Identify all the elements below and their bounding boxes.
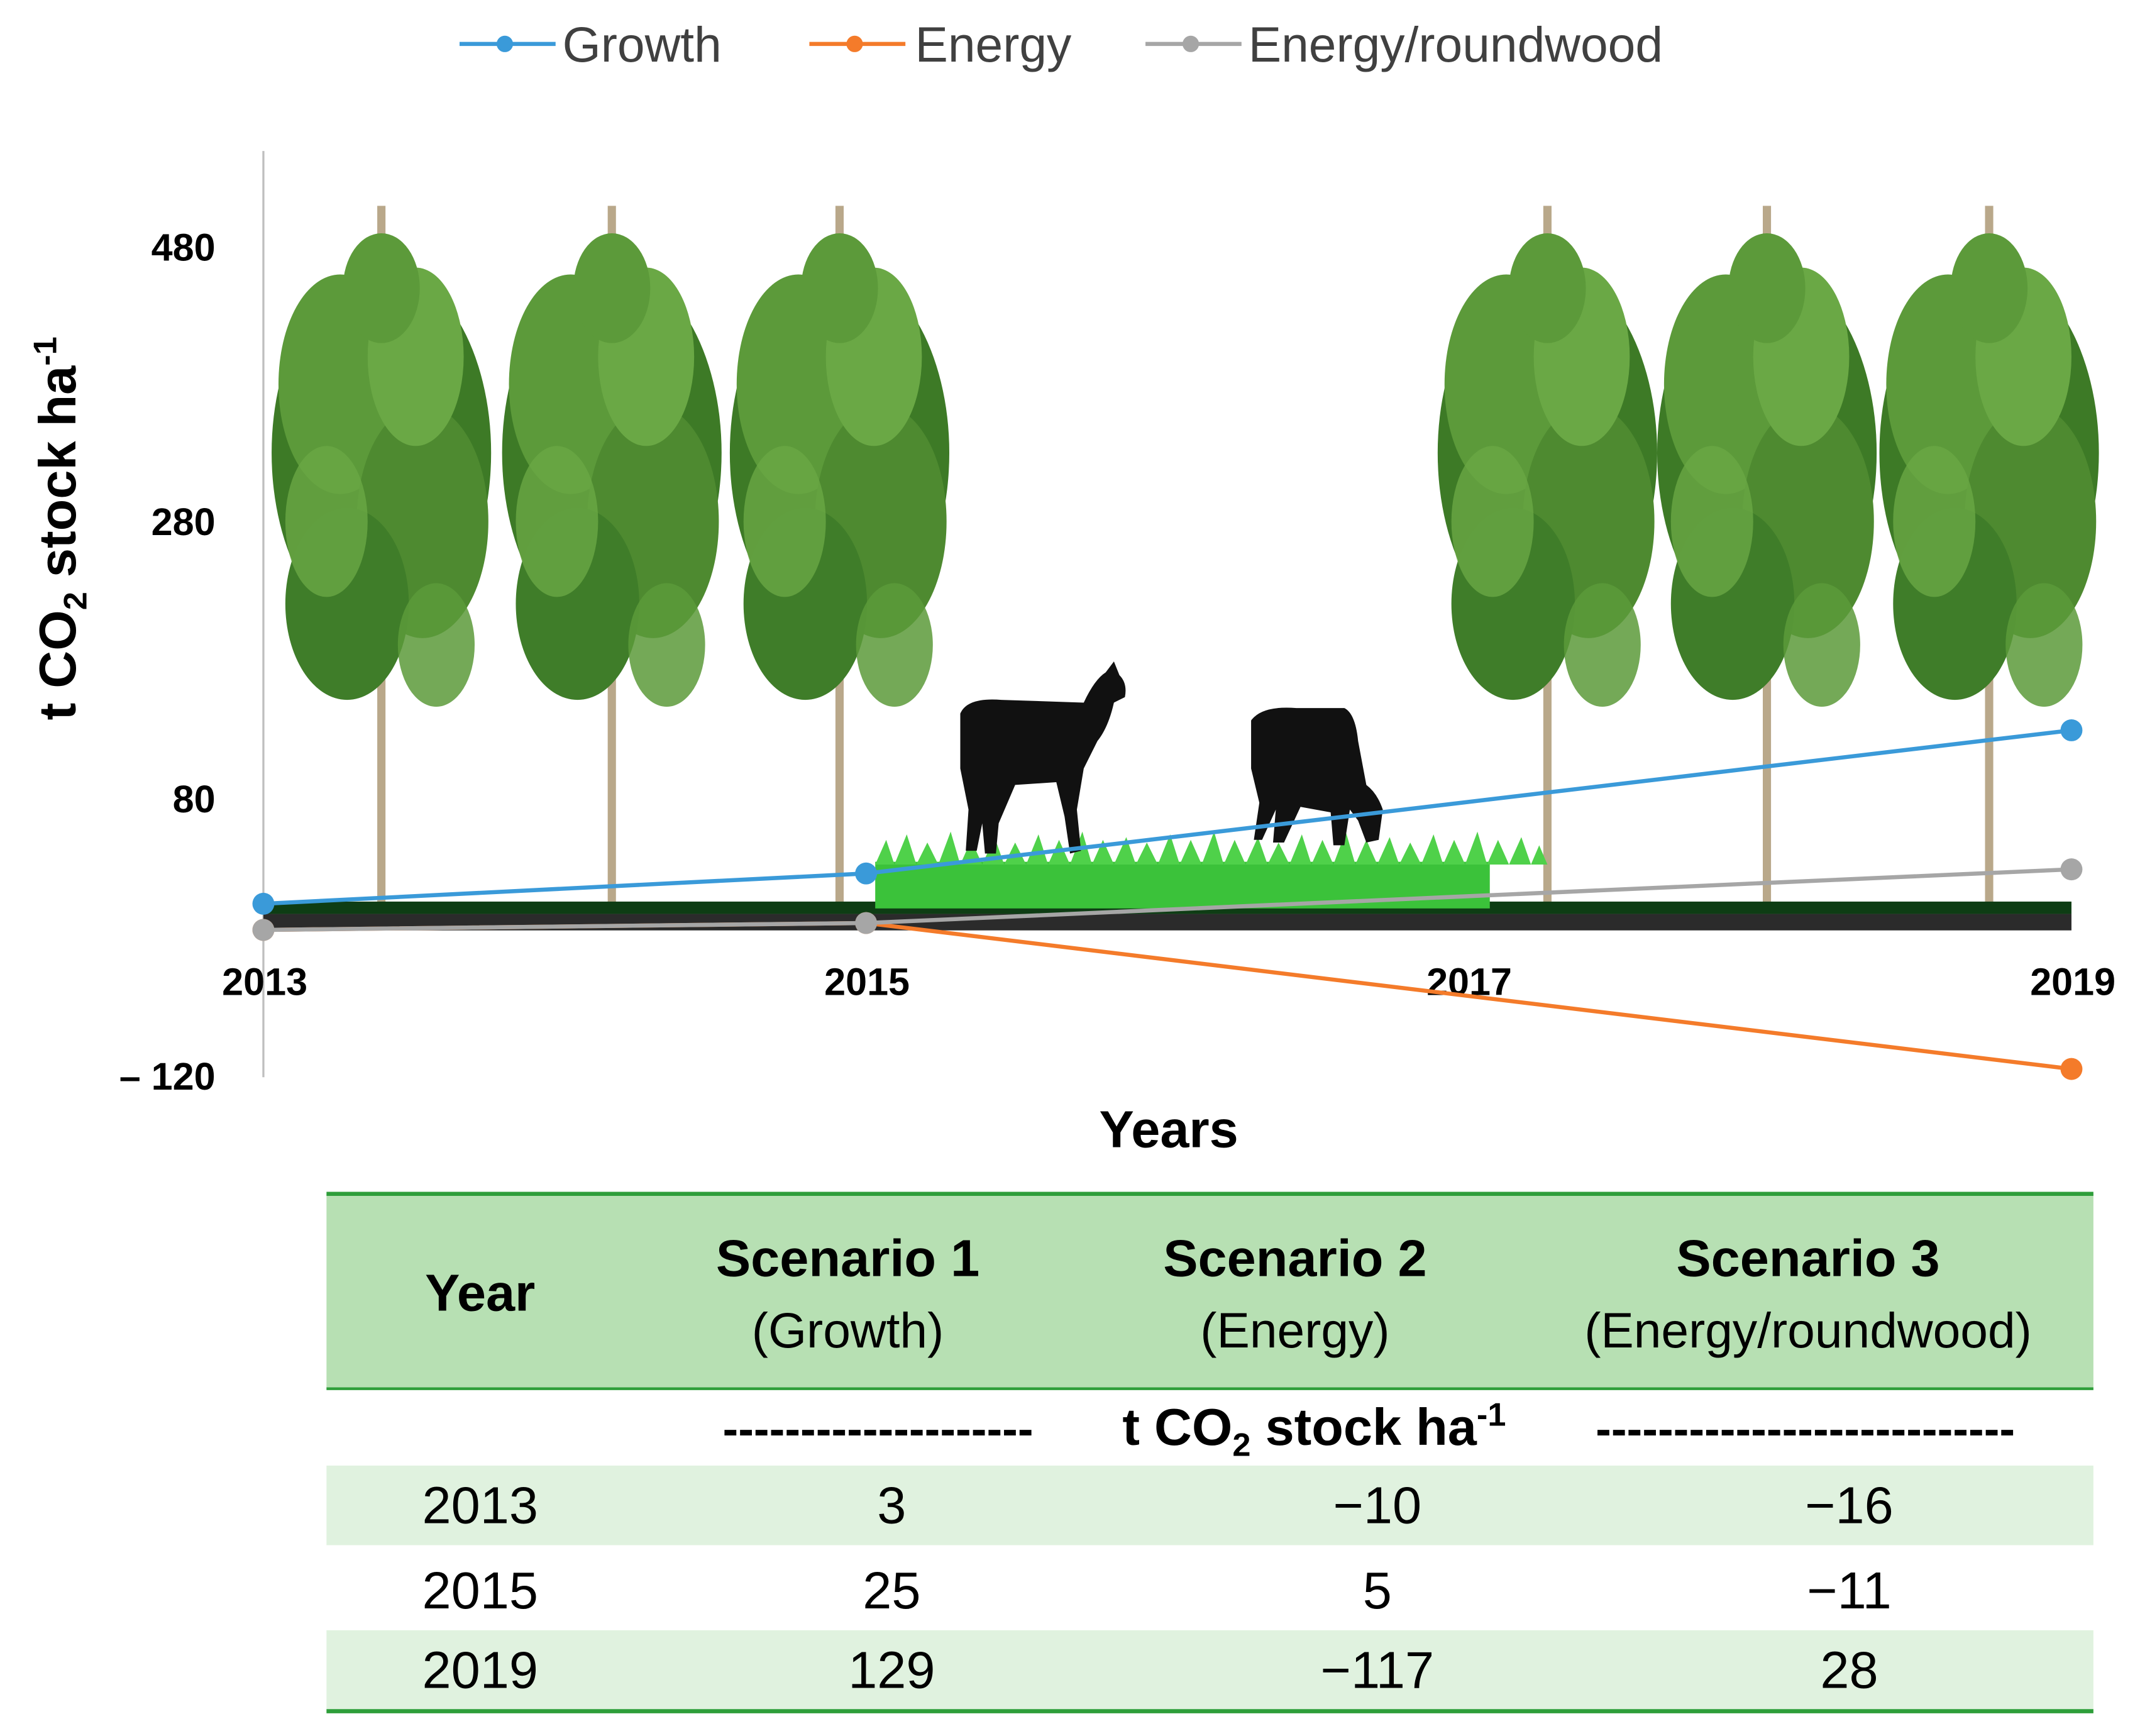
table-cell-s2: −10 xyxy=(1333,1476,1422,1535)
table-header-scenario-3: Scenario 3 xyxy=(1676,1229,1939,1288)
table-header-year: Year xyxy=(425,1263,535,1322)
legend-item-growth: Growth xyxy=(460,17,722,72)
table-row: 2015 25 5 −11 xyxy=(422,1561,1892,1620)
table-row: 2013 3 −10 −16 xyxy=(422,1476,1894,1535)
table-cell-s3: −16 xyxy=(1805,1476,1894,1535)
data-point-energy-2019 xyxy=(2060,1058,2083,1080)
tree-illustrations xyxy=(272,206,2099,906)
table-cell-s3: 28 xyxy=(1820,1640,1878,1699)
legend-marker-energy xyxy=(846,35,863,52)
cow-silhouette-icon xyxy=(960,661,1383,854)
series-line-energy xyxy=(263,921,2072,1071)
legend-item-energy: Energy xyxy=(809,17,1072,72)
y-tick-label: 280 xyxy=(152,500,216,543)
poplar-tree-icon xyxy=(502,206,722,906)
table-row-bg xyxy=(326,1630,2093,1710)
table-header-scenario-1: Scenario 1 xyxy=(716,1229,979,1288)
poplar-tree-icon xyxy=(1657,206,1877,906)
table-subheader-scenario-3: (Energy/roundwood) xyxy=(1584,1303,2032,1358)
data-table: Year Scenario 1 (Growth) Scenario 2 (Ene… xyxy=(326,1191,2093,1713)
unit-dashes-right: --------------------------- xyxy=(1596,1403,2015,1455)
poplar-tree-icon xyxy=(272,206,492,906)
poplar-tree-icon xyxy=(1879,206,2099,906)
poplar-tree-icon xyxy=(729,206,950,906)
table-cell-s1: 129 xyxy=(848,1640,935,1699)
data-point-energy-roundwood-2019 xyxy=(2060,858,2083,881)
table-subheader-scenario-2: (Energy) xyxy=(1200,1303,1389,1358)
table-cell-s1: 25 xyxy=(863,1561,920,1620)
table-cell-s3: −11 xyxy=(1807,1561,1891,1620)
legend-marker-growth xyxy=(496,35,514,52)
legend-label-energy-roundwood: Energy/roundwood xyxy=(1249,17,1663,72)
table-row-bg xyxy=(326,1465,2093,1545)
data-point-growth-2019 xyxy=(2060,719,2083,741)
table-header-bg xyxy=(326,1193,2093,1389)
x-axis-title: Years xyxy=(1100,1100,1238,1159)
data-point-energy-roundwood-2015 xyxy=(855,912,878,934)
legend-label-growth: Growth xyxy=(563,17,722,72)
table-cell-year: 2013 xyxy=(422,1476,538,1535)
table-cell-s1: 3 xyxy=(877,1476,906,1535)
table-subheader-scenario-1: (Growth) xyxy=(752,1303,944,1358)
legend-label-energy: Energy xyxy=(915,17,1072,72)
x-tick-labels: 2013 2015 2017 2019 xyxy=(222,960,2115,1003)
x-tick-label: 2015 xyxy=(824,960,910,1003)
y-tick-label: 480 xyxy=(152,226,216,269)
table-cell-s2: 5 xyxy=(1363,1561,1392,1620)
y-tick-labels: 480 280 80 – 120 xyxy=(119,226,216,1098)
y-tick-label: 80 xyxy=(173,778,216,821)
unit-dashes-left: -------------------- xyxy=(723,1403,1034,1455)
table-cell-year: 2019 xyxy=(422,1640,538,1699)
data-point-growth-2015 xyxy=(855,862,878,885)
table-row: 2019 129 −117 28 xyxy=(422,1640,1878,1699)
table-cell-year: 2015 xyxy=(422,1561,538,1620)
legend-item-energy-roundwood: Energy/roundwood xyxy=(1145,17,1663,72)
table-cell-s2: −117 xyxy=(1321,1640,1435,1699)
x-tick-label: 2019 xyxy=(2030,960,2115,1003)
data-point-energy-roundwood-2013 xyxy=(252,919,275,941)
x-tick-label: 2013 xyxy=(222,960,307,1003)
legend: Growth Energy Energy/roundwood xyxy=(460,17,1663,72)
y-tick-label: – 120 xyxy=(119,1055,216,1098)
legend-marker-energy-roundwood xyxy=(1182,35,1200,52)
unit-label: t CO2 stock ha-1 xyxy=(1122,1397,1506,1464)
table-header-scenario-2: Scenario 2 xyxy=(1163,1229,1426,1288)
y-axis-title: t CO2 stock ha-1 xyxy=(27,336,94,720)
data-point-growth-2013 xyxy=(252,892,275,915)
series-layer xyxy=(252,719,2083,1080)
